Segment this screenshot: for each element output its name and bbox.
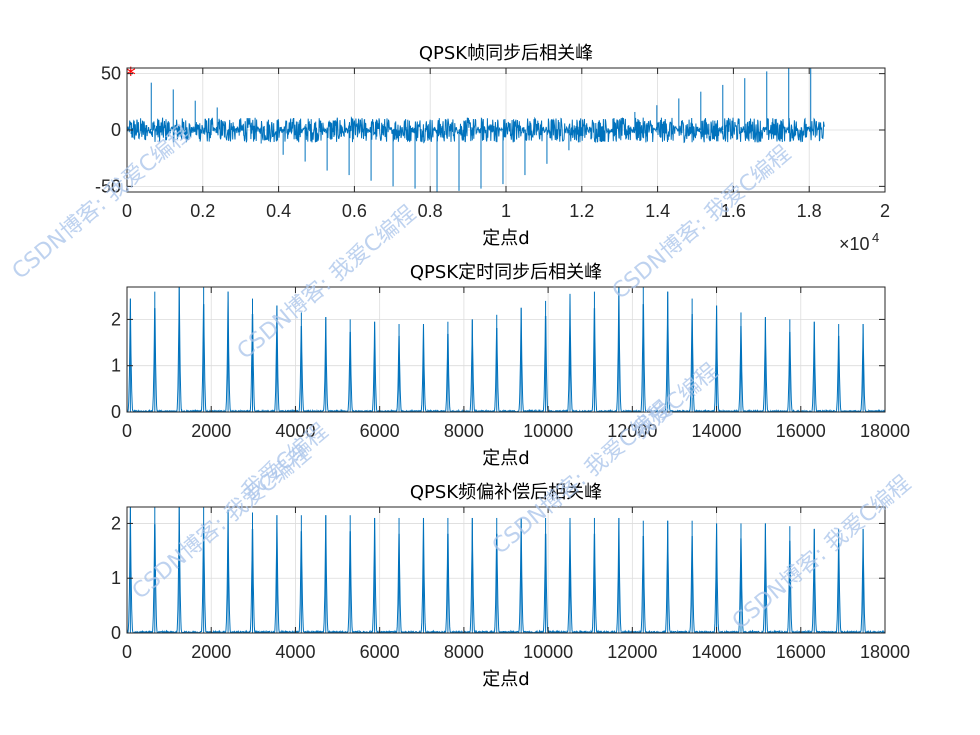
- x-tick-label: 12000: [607, 642, 657, 662]
- y-tick-label: 0: [111, 623, 121, 643]
- y-tick-label: 1: [111, 568, 121, 588]
- x-axis-exponent-power: 4: [872, 230, 879, 245]
- x-tick-label: 0: [122, 642, 132, 662]
- x-tick-label: 1.6: [721, 201, 746, 221]
- x-tick-label: 0: [122, 201, 132, 221]
- x-tick-label: 2: [880, 201, 890, 221]
- x-axis-exponent: ×10: [839, 234, 870, 254]
- x-tick-label: 0.8: [418, 201, 443, 221]
- x-tick-label: 14000: [692, 642, 742, 662]
- x-tick-label: 0: [122, 421, 132, 441]
- watermark-text: CSDN博客: 我爱C编程: [608, 141, 796, 304]
- x-tick-label: 2000: [191, 421, 231, 441]
- x-axis-label: 定点d: [482, 448, 529, 469]
- x-tick-label: 4000: [275, 642, 315, 662]
- watermark-text: CSDN博客: 我爱C编程: [233, 201, 421, 364]
- chart-title: QPSK频偏补偿后相关峰: [410, 482, 602, 503]
- x-tick-label: 18000: [860, 642, 910, 662]
- x-axis-label: 定点d: [482, 669, 529, 690]
- y-tick-label: 1: [111, 356, 121, 376]
- series-line: [127, 116, 825, 144]
- watermark-text: CSDN博客: 我爱C编程: [728, 471, 916, 634]
- x-tick-label: 1: [501, 201, 511, 221]
- axes-box: [126, 506, 886, 634]
- x-tick-label: 6000: [360, 421, 400, 441]
- x-tick-label: 1.4: [645, 201, 670, 221]
- x-tick-label: 0.4: [266, 201, 291, 221]
- watermark-text: CSDN博客: 我爱C编程: [8, 121, 196, 284]
- chart-title: QPSK帧同步后相关峰: [419, 43, 593, 64]
- series-line: [127, 287, 885, 412]
- x-tick-label: 1.2: [569, 201, 594, 221]
- y-tick-label: 2: [111, 513, 121, 533]
- x-tick-label: 2000: [191, 642, 231, 662]
- peak-marker: *: [126, 63, 136, 87]
- x-axis-label: 定点d: [482, 228, 529, 249]
- axes-box: [126, 286, 886, 413]
- x-tick-label: 0.6: [342, 201, 367, 221]
- x-tick-label: 12000: [607, 421, 657, 441]
- y-tick-label: 0: [111, 402, 121, 422]
- y-tick-label: 2: [111, 309, 121, 329]
- x-tick-label: 1.8: [797, 201, 822, 221]
- x-tick-label: 8000: [444, 642, 484, 662]
- y-tick-label: -50: [95, 176, 121, 196]
- x-tick-label: 4000: [275, 421, 315, 441]
- x-tick-label: 0.2: [190, 201, 215, 221]
- x-tick-label: 10000: [523, 642, 573, 662]
- x-tick-label: 18000: [860, 421, 910, 441]
- x-tick-label: 14000: [692, 421, 742, 441]
- chart-title: QPSK定时同步后相关峰: [410, 262, 602, 283]
- x-tick-label: 6000: [360, 642, 400, 662]
- x-tick-label: 8000: [444, 421, 484, 441]
- y-tick-label: 0: [111, 120, 121, 140]
- x-tick-label: 16000: [776, 642, 826, 662]
- x-tick-label: 16000: [776, 421, 826, 441]
- x-tick-label: 10000: [523, 421, 573, 441]
- y-tick-label: 50: [101, 64, 121, 84]
